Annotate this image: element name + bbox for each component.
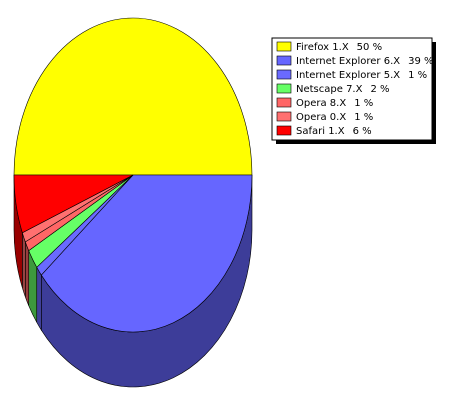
legend-name: Internet Explorer 6.X [296,56,400,67]
legend-swatch [276,41,292,52]
legend-name: Internet Explorer 5.X [296,70,400,81]
legend-swatch [276,83,292,94]
legend-label: Opera 0.X 1 % [296,112,373,123]
legend-label: Safari 1.X 6 % [296,126,372,137]
legend-box [271,37,433,141]
slice-side [22,232,26,297]
legend-label: Opera 8.X 1 % [296,98,373,109]
legend-value: 1 % [354,98,373,109]
legend-label: Internet Explorer 6.X 39 % [296,56,434,67]
slice [13,17,253,176]
slice [40,174,253,333]
legend-swatch [276,111,292,122]
pie [13,17,253,388]
legend-value: 1 % [408,70,427,81]
slice-side [25,241,30,306]
legend-value: 50 % [357,42,382,53]
legend-name: Safari 1.X [296,126,345,137]
legend-value: 1 % [354,112,373,123]
legend-name: Opera 8.X [296,98,346,109]
legend-value: 39 % [408,56,433,67]
legend-swatch [276,69,292,80]
slice [13,174,134,234]
legend-label: Internet Explorer 5.X 1 % [296,70,427,81]
legend-swatch [276,55,292,66]
legend: Firefox 1.X 50 % Internet Explorer 6.X 39 %… [276,41,434,137]
legend-swatch [276,125,292,136]
legend-name: Opera 0.X [296,112,346,123]
legend-label: Netscape 7.X 2 % [296,84,390,95]
slice-side [36,267,42,332]
legend-name: Firefox 1.X [296,42,349,53]
legend-value: 2 % [370,84,389,95]
legend-label: Firefox 1.X 50 % [296,42,382,53]
legend-name: Netscape 7.X [296,84,363,95]
legend-swatch [276,97,292,108]
legend-value: 6 % [353,126,372,137]
